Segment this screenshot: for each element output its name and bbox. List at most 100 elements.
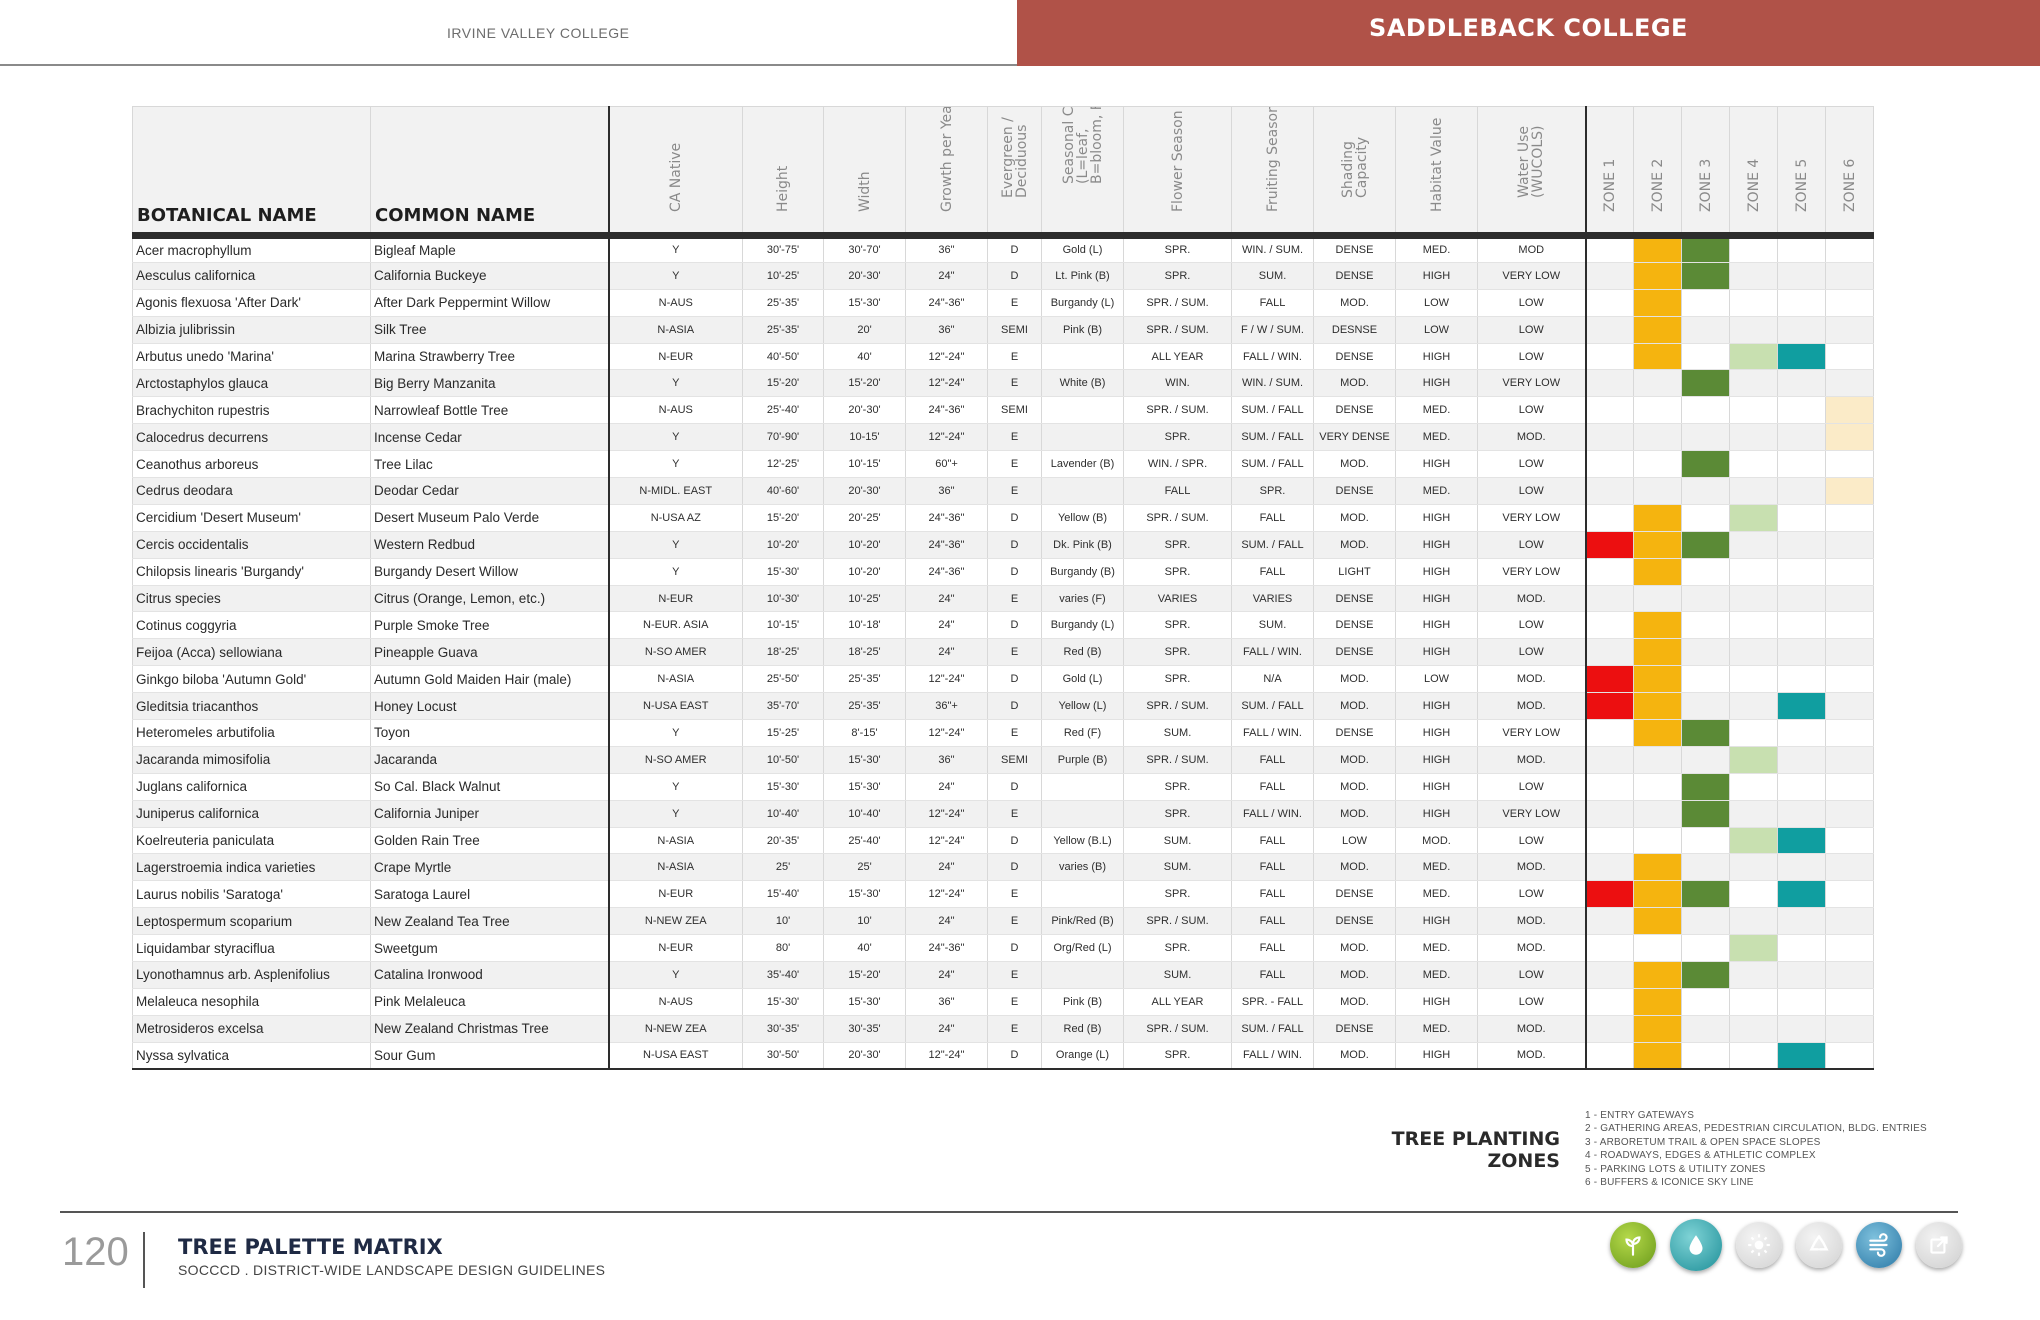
width-cell: 10'-25' <box>823 585 906 613</box>
habitat-cell: HIGH <box>1395 343 1478 371</box>
common-name-cell: Western Redbud <box>370 531 610 559</box>
ca-native-cell: N-ASIA <box>608 316 743 344</box>
ca-native-cell: Y <box>608 961 743 989</box>
zone-3-cell <box>1681 585 1730 613</box>
wind-icon[interactable] <box>1856 1222 1902 1268</box>
col-header-zone-4: ZONE 4 <box>1729 106 1778 236</box>
zone-3-cell <box>1681 880 1730 909</box>
water-drop-icon[interactable] <box>1670 1219 1722 1271</box>
height-cell: 18'-25' <box>742 638 824 667</box>
zone-5-cell <box>1777 773 1826 801</box>
zone-4-cell <box>1729 423 1778 452</box>
zone-5-cell <box>1777 585 1826 613</box>
width-cell: 15'-30' <box>823 289 906 317</box>
zone-2-cell <box>1633 316 1682 344</box>
zone-1-cell <box>1585 343 1634 371</box>
zone-3-cell <box>1681 1042 1730 1071</box>
ca-native-cell: N-NEW ZEA <box>608 907 743 936</box>
zone-3-cell <box>1681 907 1730 936</box>
sprout-icon[interactable] <box>1610 1222 1656 1268</box>
zone-6-cell <box>1825 853 1874 882</box>
botanical-name-cell: Lyonothamnus arb. Asplenifolius <box>132 961 371 989</box>
ca-native-cell: N-SO AMER <box>608 638 743 667</box>
width-cell: 30'-35' <box>823 1015 906 1043</box>
flower-season-cell: SUM. <box>1123 961 1232 989</box>
shading-cell: MOD. <box>1313 800 1396 828</box>
zone-1-cell <box>1585 611 1634 640</box>
zone-5-cell <box>1777 907 1826 936</box>
zone-5-cell <box>1777 316 1826 344</box>
zone-2-cell <box>1633 423 1682 452</box>
evergreen-cell: D <box>987 235 1042 263</box>
shading-cell: DENSE <box>1313 611 1396 640</box>
shading-cell: LOW <box>1313 827 1396 855</box>
ca-native-cell: N-AUS <box>608 396 743 425</box>
page-number-separator <box>143 1232 145 1288</box>
zone-6-cell <box>1825 827 1874 855</box>
height-cell: 35'-40' <box>742 961 824 989</box>
zone-6-cell <box>1825 396 1874 425</box>
zone-4-cell <box>1729 638 1778 667</box>
zone-1-cell <box>1585 665 1634 694</box>
fruiting-season-cell: FALL <box>1231 827 1314 855</box>
table-row: Calocedrus decurrens Incense Cedar Y 70'-90… <box>132 423 1874 452</box>
evergreen-cell: D <box>987 827 1042 855</box>
height-cell: 20'-35' <box>742 827 824 855</box>
zone-1-cell <box>1585 585 1634 613</box>
water-use-cell: VERY LOW <box>1477 558 1587 586</box>
seasonal-color-cell: Red (F) <box>1041 719 1124 747</box>
zone-1-cell <box>1585 638 1634 667</box>
zone-1-cell <box>1585 423 1634 452</box>
saddleback-college-title: SADDLEBACK COLLEGE <box>1369 14 1688 42</box>
zone-5-cell <box>1777 800 1826 828</box>
zone-6-cell <box>1825 638 1874 667</box>
col-header-water-use: Water Use (WUCOLS) <box>1477 106 1587 236</box>
common-name-cell: Narrowleaf Bottle Tree <box>370 396 610 425</box>
evergreen-cell: SEMI <box>987 396 1042 425</box>
irvine-valley-college-title: IRVINE VALLEY COLLEGE <box>447 25 630 41</box>
zone-3-cell <box>1681 423 1730 452</box>
flower-season-cell: SPR. <box>1123 558 1232 586</box>
zone-3-cell <box>1681 934 1730 963</box>
flower-season-cell: FALL <box>1123 477 1232 505</box>
col-header-zone-6: ZONE 6 <box>1825 106 1874 236</box>
zone-1-cell <box>1585 235 1634 263</box>
ca-native-cell: N-AUS <box>608 289 743 317</box>
zone-3-cell <box>1681 396 1730 425</box>
ca-native-cell: N-EUR <box>608 585 743 613</box>
seasonal-color-cell: Burgandy (L) <box>1041 289 1124 317</box>
col-header-zone-2: ZONE 2 <box>1633 106 1682 236</box>
growth-cell: 24" <box>905 773 988 801</box>
zone-4-cell <box>1729 235 1778 263</box>
evergreen-cell: E <box>987 907 1042 936</box>
zone-3-cell <box>1681 369 1730 398</box>
evergreen-cell: E <box>987 1015 1042 1043</box>
external-link-icon[interactable] <box>1916 1222 1962 1268</box>
habitat-cell: HIGH <box>1395 719 1478 747</box>
ca-native-cell: Y <box>608 450 743 479</box>
legend-title-line2: ZONES <box>1487 1150 1561 1172</box>
habitat-cell: HIGH <box>1395 450 1478 479</box>
growth-cell: 36" <box>905 477 988 505</box>
zone-6-cell <box>1825 746 1874 774</box>
sun-icon[interactable] <box>1736 1222 1782 1268</box>
habitat-cell: HIGH <box>1395 988 1478 1016</box>
ca-native-cell: N-EUR <box>608 880 743 909</box>
table-row: Acer macrophyllum Bigleaf Maple Y 30'-75' 30… <box>132 235 1874 263</box>
shading-cell: MOD. <box>1313 746 1396 774</box>
recycle-icon[interactable] <box>1796 1222 1842 1268</box>
botanical-name-cell: Cedrus deodara <box>132 477 371 505</box>
zone-1-cell <box>1585 558 1634 586</box>
zone-6-cell <box>1825 934 1874 963</box>
botanical-name-cell: Agonis flexuosa 'After Dark' <box>132 289 371 317</box>
common-name-cell: Pink Melaleuca <box>370 988 610 1016</box>
zone-3-cell <box>1681 692 1730 721</box>
ca-native-cell: N-NEW ZEA <box>608 1015 743 1043</box>
zone-3-cell <box>1681 746 1730 774</box>
common-name-cell: New Zealand Christmas Tree <box>370 1015 610 1043</box>
zone-3-cell <box>1681 827 1730 855</box>
col-header-fruiting-season: Fruiting Season <box>1231 106 1314 236</box>
width-cell: 25' <box>823 853 906 882</box>
fruiting-season-cell: VARIES <box>1231 585 1314 613</box>
water-use-cell: VERY LOW <box>1477 262 1587 290</box>
